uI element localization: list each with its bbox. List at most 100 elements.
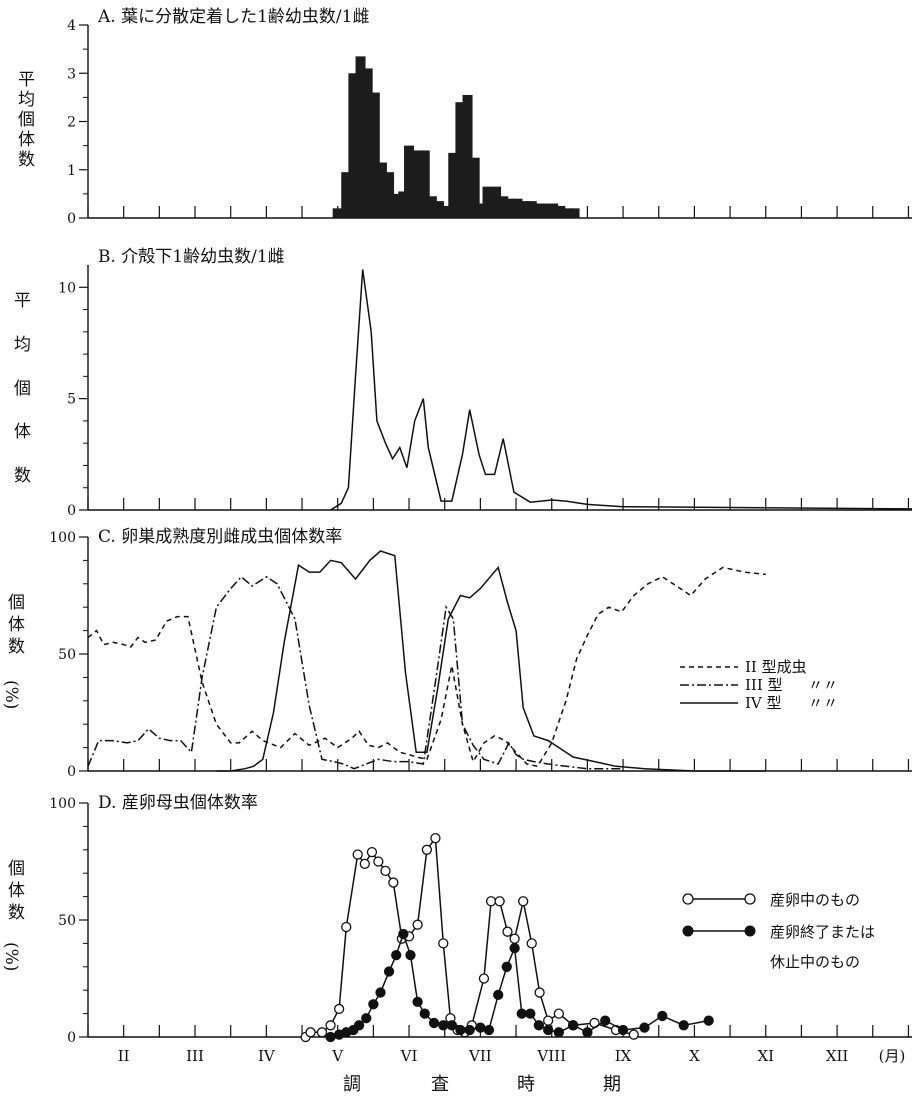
bar (448, 152, 459, 218)
open-circle-point (359, 858, 370, 869)
open-circle-point (502, 926, 513, 937)
open-circle-point (316, 1027, 328, 1038)
filled-circle-point (516, 1008, 527, 1019)
bar (455, 102, 466, 218)
month-label: V (331, 1047, 344, 1065)
open-circle-point (543, 1015, 554, 1026)
filled-circle-point (455, 1024, 466, 1036)
y-tick-label: 10 (58, 280, 76, 296)
filled-circle-point (446, 1020, 457, 1031)
filled-circle-point (398, 928, 409, 940)
filled-circle-point (391, 949, 402, 961)
bar (404, 145, 415, 218)
bar (505, 198, 516, 218)
filled-circle-point (375, 987, 386, 998)
panel-d-ylabel-char-3: 数 (8, 903, 25, 923)
panel-a-ylabel-char-4: 体 (18, 130, 35, 150)
open-circle-point (494, 896, 505, 907)
panel-b-title: B. 介殻下1齢幼虫数/1雌 (98, 247, 285, 267)
panel-c-ylabel-char-2: 体 (8, 615, 25, 635)
month-label: (月) (879, 1047, 906, 1065)
y-tick-label: 3 (67, 66, 76, 82)
bar (348, 73, 359, 218)
filled-circle-point (678, 1020, 689, 1031)
panel-b: B. 介殻下1齢幼虫数/1雌 平 均 個 体 数 0 5 10 (14, 247, 913, 519)
panel-d-ylabel-char-2: 体 (8, 881, 25, 901)
bar (434, 201, 445, 218)
month-label: IX (615, 1047, 632, 1065)
panel-d-title: D. 産卵母虫個体数率 (98, 793, 258, 813)
bar (482, 186, 493, 218)
bar (491, 186, 502, 218)
open-circle-point (478, 973, 490, 984)
legend-label: IV 型 (745, 694, 782, 712)
open-circle-point (421, 844, 433, 855)
open-circle-point (325, 1020, 336, 1031)
open-circle-point (341, 921, 352, 933)
month-label: II (118, 1047, 130, 1065)
open-circle-point (412, 919, 423, 930)
month-labels: II III IV V VI VII VIII IX X XI XII (月) (118, 1047, 906, 1065)
filled-circle-point (639, 1022, 650, 1033)
month-label: XII (826, 1047, 849, 1065)
panel-b-ylabel-char-1: 平 (14, 291, 31, 311)
panel-b-ylabel-char-3: 個 (14, 379, 31, 399)
filled-circle-point (361, 1013, 372, 1024)
panel-d: D. 産卵母虫個体数率 個 体 数 (%) 0 50 100 産卵中のもの産卵終了また… (1, 793, 912, 1046)
open-circle-point (438, 938, 449, 949)
panel-d-ylabel-unit: (%) (1, 942, 21, 971)
y-tick-label: 4 (67, 18, 76, 34)
bar (541, 203, 552, 218)
bar (548, 203, 559, 218)
filled-circle-point (464, 1024, 475, 1036)
legend-label: 産卵中のもの (770, 891, 860, 909)
filled-circle-point (509, 942, 520, 954)
filled-circle-point (617, 1024, 629, 1036)
series-line (87, 575, 624, 770)
y-tick-label: 50 (58, 647, 76, 663)
bar (412, 150, 423, 218)
panel-a-ylabel-char-1: 平 (18, 70, 35, 90)
y-tick-label: 2 (67, 115, 76, 131)
bar (555, 205, 566, 218)
legend-filled-circle (744, 925, 756, 937)
bar (355, 56, 366, 218)
open-circle-point (534, 987, 545, 998)
filled-circle-point (553, 1027, 565, 1038)
bar (475, 203, 486, 218)
y-tick-label: 1 (67, 163, 76, 179)
filled-circle-point (703, 1015, 714, 1026)
y-tick-label: 100 (49, 796, 76, 812)
y-tick-label: 0 (67, 211, 76, 227)
bar (562, 208, 573, 218)
y-tick-label: 100 (49, 530, 76, 546)
filled-circle-point (483, 1024, 495, 1036)
filled-circle-point (383, 966, 395, 977)
bar (398, 191, 409, 218)
legend-filled-circle (682, 925, 694, 937)
filled-circle-point (412, 996, 423, 1008)
month-label: III (186, 1047, 204, 1065)
open-circle-point (333, 1003, 345, 1015)
legend-ditto-mark: 〃〃 (808, 676, 838, 694)
filled-circle-point (567, 1020, 579, 1031)
bar (526, 201, 537, 218)
y-tick-label: 50 (58, 913, 76, 929)
legend-label: III 型 (745, 676, 783, 694)
panel-b-ylabel-char-5: 数 (14, 466, 31, 486)
bar (519, 201, 530, 218)
open-circle-point (518, 896, 529, 907)
filled-circle-point (600, 1015, 611, 1026)
open-circle-point (388, 877, 399, 888)
filled-circle-point (657, 1010, 668, 1022)
filled-circle-point (543, 1024, 554, 1036)
bar (369, 92, 380, 218)
open-circle-point (373, 856, 384, 867)
filled-circle-point (419, 1008, 430, 1019)
filled-circle-point (353, 1020, 365, 1031)
series-line (330, 269, 913, 511)
x-axis-title-char: 期 (603, 1074, 621, 1095)
panel-c-ylabel-char-3: 数 (8, 637, 25, 657)
